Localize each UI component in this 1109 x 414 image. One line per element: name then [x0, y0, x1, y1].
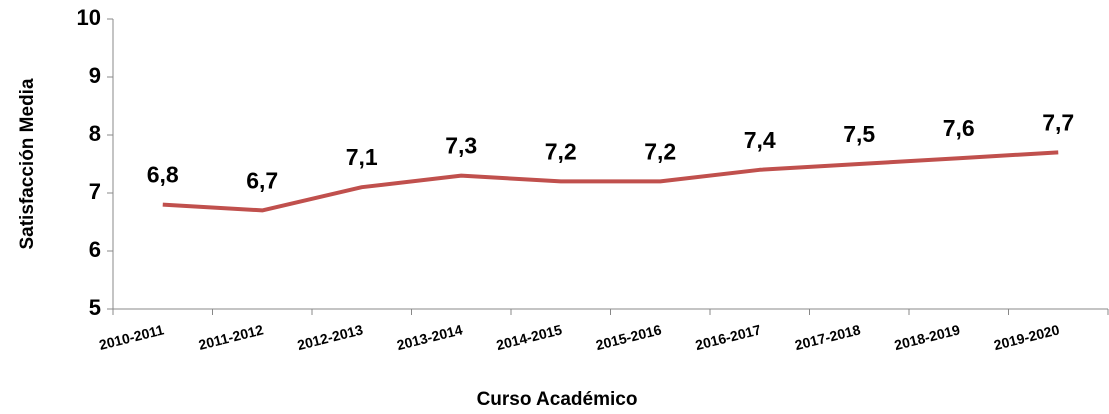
data-label: 6,8: [147, 162, 179, 188]
data-label: 7,2: [545, 138, 577, 164]
x-tick-label: 2012-2013: [296, 321, 365, 353]
x-tick-label: 2019-2020: [992, 321, 1061, 353]
y-tick-label: 10: [77, 5, 101, 30]
x-tick-label: 2018-2019: [893, 321, 962, 353]
data-label: 6,7: [246, 167, 278, 193]
y-axis-title: Satisfacción Media: [17, 78, 38, 249]
data-label: 7,4: [744, 127, 776, 153]
y-tick-label: 9: [89, 63, 101, 88]
x-tick-label: 2011-2012: [197, 321, 265, 353]
y-tick-label: 6: [89, 237, 101, 262]
x-tick-label: 2016-2017: [694, 321, 763, 353]
x-axis-title: Curso Académico: [477, 389, 638, 410]
data-label: 7,7: [1042, 109, 1074, 135]
y-tick-label: 7: [89, 179, 101, 204]
data-label: 7,2: [644, 138, 676, 164]
x-tick-label: 2015-2016: [594, 321, 663, 353]
x-tick-label: 2014-2015: [495, 321, 564, 353]
data-label: 7,6: [943, 115, 975, 141]
y-tick-label: 8: [89, 121, 101, 146]
data-label: 7,5: [843, 121, 875, 147]
line: [162, 150, 1059, 213]
y-tick-label: 5: [89, 295, 101, 320]
x-tick-label: 2017-2018: [793, 321, 862, 353]
x-tick-label: 2010-2011: [97, 321, 165, 353]
data-label: 7,1: [346, 144, 378, 170]
data-label: 7,3: [445, 133, 477, 159]
x-tick-label: 2013-2014: [395, 321, 464, 353]
